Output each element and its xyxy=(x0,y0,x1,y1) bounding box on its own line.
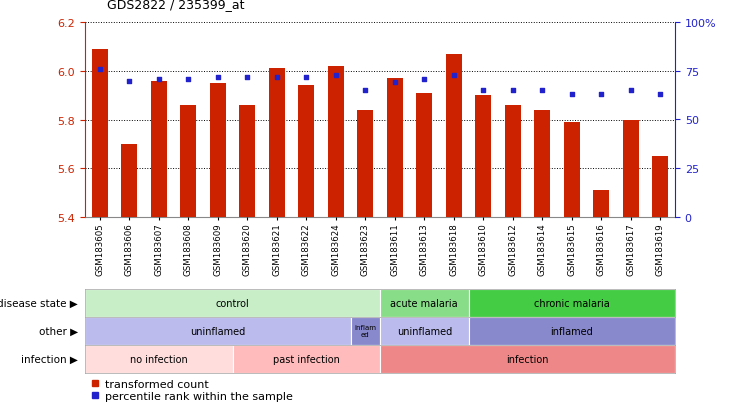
Legend: transformed count, percentile rank within the sample: transformed count, percentile rank withi… xyxy=(91,379,293,401)
Point xyxy=(94,66,106,73)
Point xyxy=(359,88,371,94)
Point xyxy=(507,88,518,94)
Text: inflam
ed: inflam ed xyxy=(354,325,376,338)
Point xyxy=(537,88,548,94)
Point xyxy=(389,80,401,87)
Bar xyxy=(416,93,432,218)
Point xyxy=(596,92,607,98)
Bar xyxy=(469,317,675,345)
Point xyxy=(477,88,489,94)
Text: past infection: past infection xyxy=(273,354,339,364)
Point xyxy=(301,74,312,81)
Bar xyxy=(85,345,232,373)
Text: uninflamed: uninflamed xyxy=(190,326,245,336)
Bar xyxy=(380,345,675,373)
Bar xyxy=(328,67,344,218)
Point xyxy=(654,92,666,98)
Point xyxy=(448,72,460,79)
Bar xyxy=(380,317,469,345)
Point xyxy=(123,78,135,85)
Bar xyxy=(239,106,255,218)
Text: no infection: no infection xyxy=(130,354,188,364)
Bar xyxy=(85,317,350,345)
Text: acute malaria: acute malaria xyxy=(391,298,458,308)
Point xyxy=(330,72,342,79)
Text: infection ▶: infection ▶ xyxy=(21,354,77,364)
Bar xyxy=(298,86,315,218)
Bar xyxy=(150,81,167,218)
Bar xyxy=(269,69,285,218)
Bar xyxy=(564,123,580,218)
Bar xyxy=(357,111,373,218)
Point xyxy=(625,88,637,94)
Bar xyxy=(232,345,380,373)
Point xyxy=(242,74,253,81)
Bar xyxy=(475,96,491,218)
Text: GDS2822 / 235399_at: GDS2822 / 235399_at xyxy=(107,0,245,11)
Point xyxy=(271,74,283,81)
Bar xyxy=(445,55,462,218)
Bar xyxy=(593,191,610,218)
Text: other ▶: other ▶ xyxy=(39,326,77,336)
Text: chronic malaria: chronic malaria xyxy=(534,298,610,308)
Bar xyxy=(623,120,639,218)
Text: inflamed: inflamed xyxy=(550,326,593,336)
Text: control: control xyxy=(215,298,250,308)
Bar xyxy=(180,106,196,218)
Bar xyxy=(85,289,380,317)
Bar xyxy=(210,84,226,218)
Bar xyxy=(504,106,521,218)
Point xyxy=(153,76,164,83)
Point xyxy=(182,76,194,83)
Text: infection: infection xyxy=(506,354,549,364)
Point xyxy=(566,92,577,98)
Bar xyxy=(387,79,403,218)
Bar xyxy=(469,289,675,317)
Text: disease state ▶: disease state ▶ xyxy=(0,298,77,308)
Point xyxy=(212,74,223,81)
Bar xyxy=(652,157,669,218)
Text: uninflamed: uninflamed xyxy=(396,326,452,336)
Bar xyxy=(350,317,380,345)
Bar xyxy=(380,289,469,317)
Bar xyxy=(121,145,137,218)
Bar xyxy=(92,50,108,218)
Point xyxy=(418,76,430,83)
Bar xyxy=(534,111,550,218)
